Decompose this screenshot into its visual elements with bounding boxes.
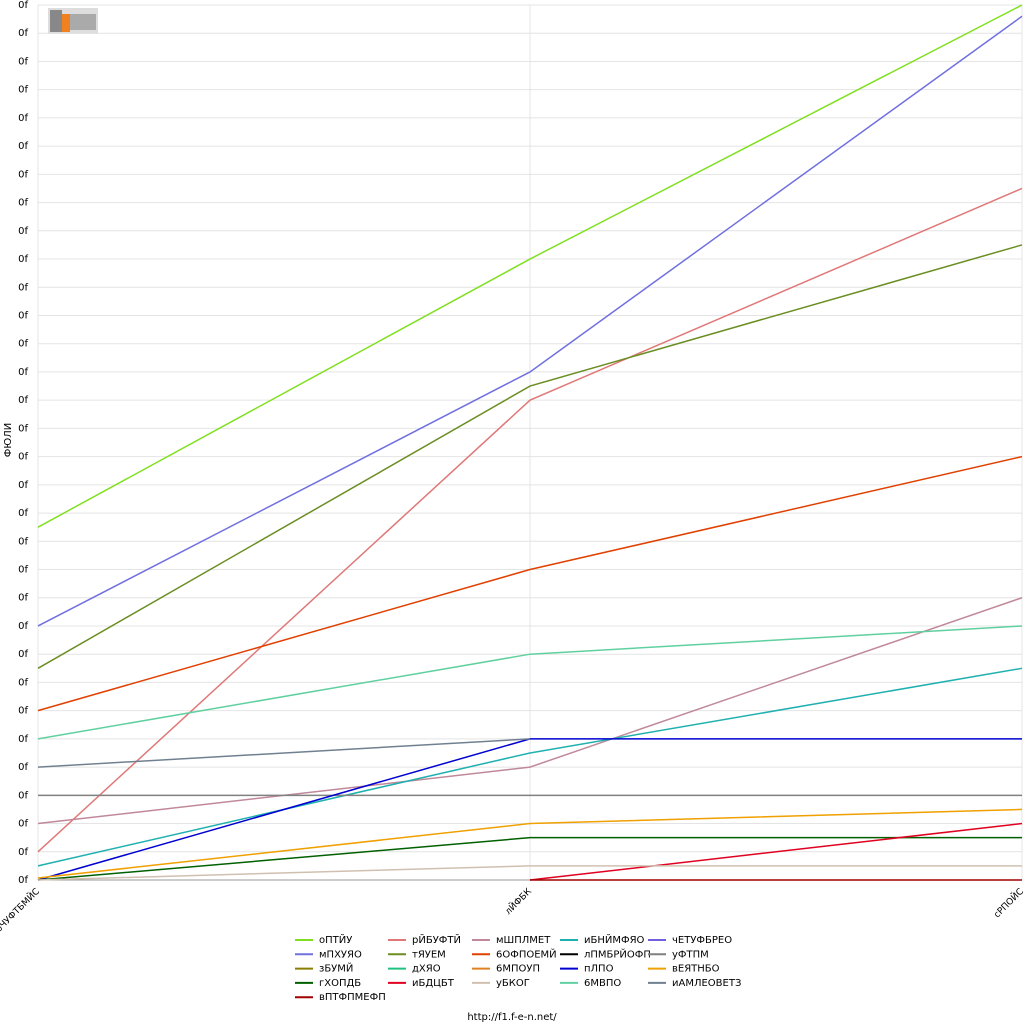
series-line: [529, 822, 1023, 881]
y-tick-label: 0f: [18, 113, 28, 124]
legend-label: мПХУЯО: [319, 949, 362, 960]
series-line: [37, 455, 1023, 712]
y-tick-label: 0f: [18, 198, 28, 209]
series-line: [37, 667, 1023, 867]
y-tick-label: 0f: [18, 85, 28, 96]
legend-label: вЕЯТНБО: [672, 964, 720, 975]
y-tick-label: 0f: [18, 508, 28, 519]
y-tick-label: 0f: [18, 677, 28, 688]
legend-label: лПМБРЙОФП: [584, 947, 651, 960]
y-axis-label: ФЮЛИ: [3, 423, 14, 457]
x-tick-label: сРПОЙС: [991, 885, 1024, 920]
legend-label: зБУМЙ: [319, 962, 353, 975]
series-line: [37, 836, 1022, 881]
legend-label: пЛПО: [584, 964, 614, 975]
y-tick-label: 0f: [18, 28, 28, 39]
y-tick-label: 0f: [18, 621, 28, 632]
legend-label: рЙБУФТЙ: [412, 933, 461, 946]
y-tick-label: 0f: [18, 282, 28, 293]
y-tick-label: 0f: [18, 452, 28, 463]
legend-label: 6МПОУП: [496, 964, 540, 975]
y-tick-label: 0f: [18, 395, 28, 406]
y-tick-label: 0f: [18, 790, 28, 801]
legend-label: иБНЙМФЯО: [584, 933, 645, 946]
x-tick-label: лЙФБК: [502, 885, 534, 917]
legend-label: мШПЛМЕТ: [496, 935, 551, 946]
legend-label: уБКОГ: [496, 978, 530, 989]
series-line: [37, 738, 531, 768]
legend-label: вПТФПМЕФП: [319, 992, 386, 1003]
y-tick-label: 0f: [18, 367, 28, 378]
y-tick-label: 0f: [18, 593, 28, 604]
legend-label: иАМЛЕОВЕТЗ: [672, 978, 741, 989]
y-tick-label: 0f: [18, 310, 28, 321]
y-tick-label: 0f: [18, 536, 28, 547]
y-tick-label: 0f: [18, 141, 28, 152]
series-line: [37, 808, 1023, 879]
series-line: [37, 4, 1023, 528]
y-tick-label: 0f: [18, 56, 28, 67]
legend-label: чЕТУФБРЕО: [672, 935, 732, 946]
series-line: [37, 244, 1023, 669]
y-tick-label: 0f: [18, 254, 28, 265]
legend-label: дХЯО: [412, 964, 441, 975]
y-tick-label: 0f: [18, 706, 28, 717]
y-tick-label: 0f: [18, 169, 28, 180]
y-tick-label: 0f: [18, 423, 28, 434]
series-line: [37, 865, 1022, 881]
y-tick-label: 0f: [18, 819, 28, 830]
y-tick-label: 0f: [18, 480, 28, 491]
logo: [48, 8, 98, 34]
legend-label: гХОПДБ: [319, 978, 361, 989]
legend-label: уФТПМ: [672, 949, 709, 960]
y-tick-label: 0f: [18, 226, 28, 237]
legend-label: тЯУЕМ: [412, 949, 446, 960]
y-tick-label: 0f: [18, 734, 28, 745]
y-tick-label: 0f: [18, 875, 28, 886]
x-tick-label: бЧУФТБМЙС: [0, 885, 42, 934]
legend-label: оПТЙУ: [319, 933, 352, 946]
y-tick-label: 0f: [18, 339, 28, 350]
series-line: [37, 625, 1023, 740]
y-tick-label: 0f: [18, 565, 28, 576]
legend-label: 6МВПО: [584, 978, 621, 989]
y-tick-label: 0f: [18, 649, 28, 660]
y-tick-label: 0f: [18, 0, 28, 11]
y-tick-label: 0f: [18, 847, 28, 858]
legend-label: иБДЦБТ: [412, 978, 455, 989]
series-line: [37, 187, 1023, 853]
legend-label: 6ОФПОЕМЙ: [496, 947, 557, 960]
y-tick-label: 0f: [18, 762, 28, 773]
series-line: [37, 597, 1023, 825]
series-line: [37, 15, 1023, 627]
footer: http://f1.f-e-n.net/: [467, 1012, 557, 1023]
